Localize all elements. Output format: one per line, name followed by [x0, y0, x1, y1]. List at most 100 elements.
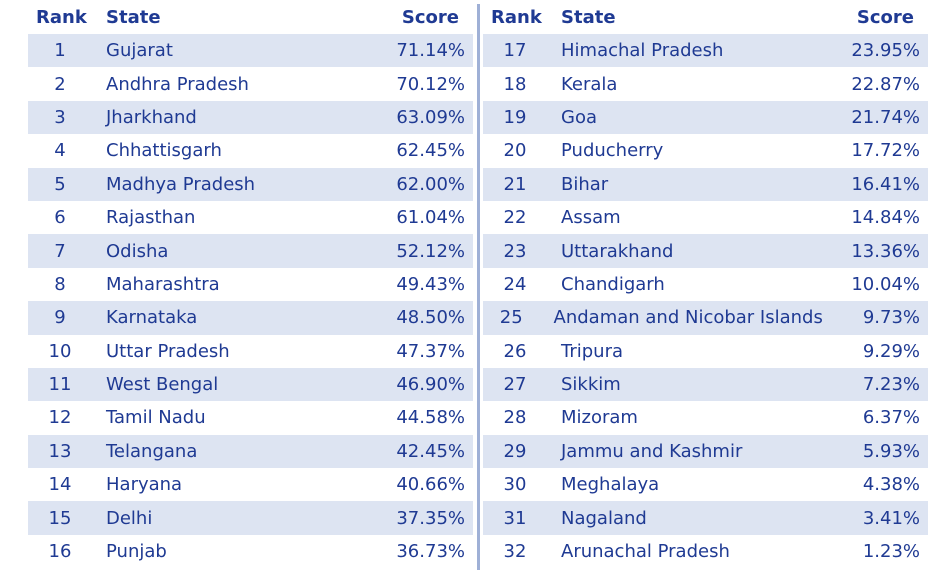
table-row: 1 Gujarat 71.14% — [28, 34, 473, 68]
state-column-header: State — [106, 6, 161, 28]
rank-cell: 1 — [54, 40, 66, 62]
state-cell: Puducherry — [561, 140, 664, 162]
rank-cell: 19 — [503, 106, 527, 128]
rank-cell: 11 — [48, 374, 72, 396]
table-row: 4 Chhattisgarh 62.45% — [28, 134, 473, 167]
state-cell: Jharkhand — [106, 106, 197, 128]
table-row: 23 Uttarakhand 13.36% — [483, 234, 928, 268]
rank-cell: 17 — [503, 40, 527, 62]
state-cell: Jammu and Kashmir — [561, 440, 743, 462]
state-cell: Madhya Pradesh — [106, 173, 256, 195]
state-cell: Assam — [561, 207, 621, 229]
state-cell: Karnataka — [106, 307, 198, 329]
rank-table-right: Rank State Score 17 Himachal Pradesh 23.95… — [483, 0, 928, 568]
rank-cell: 14 — [48, 474, 72, 496]
rank-cell: 4 — [54, 140, 66, 162]
state-cell: Uttarakhand — [561, 240, 674, 262]
rank-cell: 13 — [48, 440, 72, 462]
column-divider — [477, 4, 480, 570]
table-row: 5 Madhya Pradesh 62.00% — [28, 167, 473, 201]
rank-cell: 2 — [54, 73, 66, 95]
score-cell: 48.50% — [396, 307, 465, 329]
state-cell: Mizoram — [561, 407, 638, 429]
table-row: 28 Mizoram 6.37% — [483, 401, 928, 434]
state-cell: Rajasthan — [106, 207, 196, 229]
state-cell: Tamil Nadu — [106, 407, 206, 429]
score-cell: 71.14% — [396, 40, 465, 62]
table-row: 21 Bihar 16.41% — [483, 167, 928, 201]
state-cell: Sikkim — [561, 374, 621, 396]
rank-cell: 27 — [503, 374, 527, 396]
rank-cell: 16 — [48, 541, 72, 563]
rank-cell: 26 — [503, 340, 527, 362]
state-cell: Arunachal Pradesh — [561, 541, 730, 563]
state-cell: Andaman and Nicobar Islands — [553, 307, 823, 329]
table-row: 3 Jharkhand 63.09% — [28, 100, 473, 135]
score-cell: 7.23% — [862, 374, 920, 396]
state-cell: Kerala — [561, 73, 618, 95]
score-cell: 40.66% — [396, 474, 465, 496]
score-column-header: Score — [856, 6, 914, 28]
rank-cell: 20 — [503, 140, 527, 162]
table-row: 14 Haryana 40.66% — [28, 468, 473, 501]
table-body: 17 Himachal Pradesh 23.95% 18 Kerala 22.87% 19… — [483, 34, 928, 568]
table-row: 26 Tripura 9.29% — [483, 335, 928, 368]
rank-cell: 22 — [503, 207, 527, 229]
score-cell: 52.12% — [396, 240, 465, 262]
table-row: 9 Karnataka 48.50% — [28, 301, 473, 335]
table-row: 24 Chandigarh 10.04% — [483, 268, 928, 301]
score-column-header: Score — [401, 6, 459, 28]
rank-cell: 29 — [503, 440, 527, 462]
state-cell: Andhra Pradesh — [106, 73, 249, 95]
rank-cell: 18 — [503, 73, 527, 95]
state-cell: Gujarat — [106, 40, 173, 62]
score-cell: 62.45% — [396, 140, 465, 162]
rank-cell: 21 — [503, 173, 527, 195]
rank-cell: 12 — [48, 407, 72, 429]
state-cell: Himachal Pradesh — [561, 40, 724, 62]
table-row: 6 Rajasthan 61.04% — [28, 201, 473, 234]
state-cell: Nagaland — [561, 507, 647, 529]
state-cell: Uttar Pradesh — [106, 340, 230, 362]
table-header: Rank State Score — [483, 0, 928, 34]
score-cell: 13.36% — [851, 240, 920, 262]
rank-cell: 9 — [54, 307, 66, 329]
score-cell: 5.93% — [862, 440, 920, 462]
rank-table-left: Rank State Score 1 Gujarat 71.14% 2 Andhra P… — [28, 0, 473, 568]
score-cell: 44.58% — [396, 407, 465, 429]
state-cell: Goa — [561, 106, 597, 128]
table-body: 1 Gujarat 71.14% 2 Andhra Pradesh 70.12% 3 Jhar… — [28, 34, 473, 568]
rank-cell: 8 — [54, 273, 66, 295]
table-row: 7 Odisha 52.12% — [28, 234, 473, 268]
table-row: 10 Uttar Pradesh 47.37% — [28, 335, 473, 368]
table-row: 17 Himachal Pradesh 23.95% — [483, 34, 928, 68]
score-cell: 49.43% — [396, 273, 465, 295]
table-row: 8 Maharashtra 49.43% — [28, 268, 473, 301]
score-cell: 9.73% — [862, 307, 920, 329]
state-cell: Haryana — [106, 474, 183, 496]
table-row: 11 West Bengal 46.90% — [28, 367, 473, 402]
score-cell: 22.87% — [851, 73, 920, 95]
rank-cell: 23 — [503, 240, 527, 262]
score-cell: 62.00% — [396, 173, 465, 195]
state-cell: Chhattisgarh — [106, 140, 222, 162]
score-cell: 63.09% — [396, 106, 465, 128]
score-cell: 10.04% — [851, 273, 920, 295]
state-cell: Odisha — [106, 240, 169, 262]
rank-cell: 32 — [503, 541, 527, 563]
state-cell: Delhi — [106, 507, 153, 529]
state-cell: Bihar — [561, 173, 609, 195]
rank-column-header: Rank — [36, 6, 87, 28]
table-row: 16 Punjab 36.73% — [28, 535, 473, 568]
rank-cell: 28 — [503, 407, 527, 429]
score-cell: 4.38% — [862, 474, 920, 496]
score-cell: 14.84% — [851, 207, 920, 229]
rank-cell: 31 — [503, 507, 527, 529]
table-row: 30 Meghalaya 4.38% — [483, 468, 928, 501]
score-cell: 21.74% — [851, 106, 920, 128]
table-row: 13 Telangana 42.45% — [28, 434, 473, 469]
table-row: 19 Goa 21.74% — [483, 100, 928, 135]
table-row: 27 Sikkim 7.23% — [483, 367, 928, 402]
score-cell: 6.37% — [862, 407, 920, 429]
score-cell: 37.35% — [396, 507, 465, 529]
